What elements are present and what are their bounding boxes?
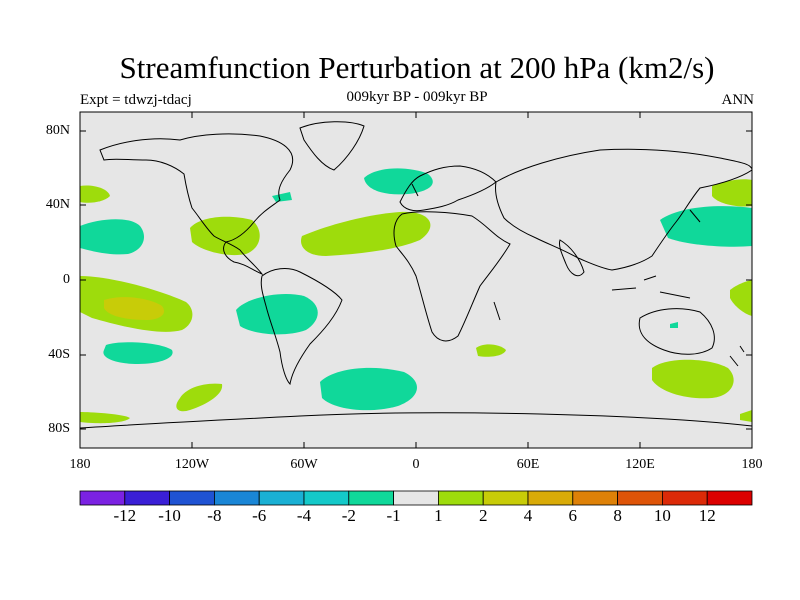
anomaly-region-north-atlantic-high — [364, 168, 433, 195]
colorbar-box-12 — [617, 490, 663, 506]
lon-label-60e: 60E — [516, 457, 540, 472]
lat-label-80s: 80S — [48, 421, 70, 436]
colorbar-label-0: -12 — [113, 506, 137, 525]
lon-label-180w: 180 — [69, 457, 91, 472]
lat-label-40n: 40N — [45, 197, 70, 212]
colorbar-box-9 — [482, 490, 529, 506]
lon-label-120e: 120E — [625, 457, 655, 472]
lon-label-120w: 120W — [174, 457, 210, 472]
colorbar-box-8 — [437, 490, 484, 506]
colorbar-label-11: 8 — [613, 506, 622, 525]
anomaly-region-north-pacific-east — [712, 179, 752, 207]
coast-new-zealand — [729, 345, 745, 367]
lat-label-0: 0 — [63, 272, 70, 287]
colorbar-label-9: 4 — [523, 506, 533, 525]
colorbar-box-5 — [303, 490, 350, 506]
colorbar-box-14 — [706, 490, 753, 506]
colorbar-label-2: -8 — [207, 506, 222, 525]
lat-ticks — [80, 130, 752, 430]
colorbar-label-3: -6 — [252, 506, 267, 525]
colorbar — [79, 490, 753, 506]
anomaly-region-sw-pacific-left — [80, 412, 130, 424]
colorbar-box-0 — [79, 490, 126, 506]
chart-subtitle: 009kyr BP - 009kyr BP — [346, 89, 488, 105]
colorbar-label-7: 1 — [434, 506, 443, 525]
anomaly-region-antarctic-edge — [740, 410, 752, 422]
coast-asia — [495, 148, 752, 271]
anomaly-region-nw-pacific — [660, 206, 752, 247]
anomaly-region-australia-small — [670, 322, 678, 328]
coastlines — [80, 121, 752, 429]
coast-north-america — [99, 133, 294, 276]
colorbar-label-4: -4 — [296, 506, 312, 525]
colorbar-box-3 — [213, 490, 260, 506]
coast-antarctica — [80, 412, 752, 429]
colorbar-label-1: -10 — [158, 506, 181, 525]
anomaly-region-south-atlantic-east — [320, 367, 417, 411]
anomaly-region-north-pacific-west — [80, 185, 110, 203]
coast-india — [559, 239, 585, 277]
colorbar-box-4 — [258, 490, 305, 506]
anomaly-region-greenland-patch — [272, 192, 292, 202]
anomaly-region-south-pacific-east — [652, 359, 734, 399]
coast-australia — [638, 308, 715, 355]
coast-maritime-continent — [611, 275, 691, 299]
colorbar-box-13 — [662, 490, 708, 506]
experiment-label: Expt = tdwzj-tdacj — [80, 92, 192, 108]
coast-africa — [393, 211, 511, 342]
anomaly-region-north-atlantic — [301, 211, 431, 256]
anomaly-region-coral-sea — [730, 280, 752, 316]
colorbar-box-6 — [348, 490, 394, 506]
anomaly-region-south-pacific — [103, 342, 173, 364]
colorbar-label-13: 12 — [698, 506, 716, 525]
coast-japan — [689, 209, 701, 223]
colorbar-box-1 — [124, 490, 171, 506]
anomaly-region-indian-ocean — [476, 344, 506, 357]
lon-label-60w: 60W — [290, 457, 318, 472]
colorbar-box-11 — [572, 490, 618, 506]
colorbar-label-5: -2 — [341, 506, 356, 525]
lat-label-80n: 80N — [45, 123, 70, 138]
colorbar-box-7 — [393, 490, 439, 506]
anomaly-region-gulf — [190, 216, 260, 256]
lon-label-180e: 180 — [741, 457, 763, 472]
colorbar-label-12: 10 — [653, 506, 671, 525]
anomaly-region-se-pacific — [176, 383, 223, 412]
lat-label-40s: 40S — [48, 347, 70, 362]
coast-greenland — [299, 121, 365, 171]
season-label: ANN — [721, 92, 755, 108]
anomaly-region-npac-east — [80, 219, 144, 255]
colorbar-label-8: 2 — [478, 506, 488, 525]
coast-madagascar — [493, 301, 501, 321]
colorbar-label-6: -1 — [386, 506, 401, 525]
colorbar-label-10: 6 — [568, 506, 578, 525]
lon-ticks — [79, 112, 753, 448]
colorbar-box-10 — [527, 490, 574, 506]
anomaly-region-tropical-pacific-core — [104, 297, 165, 320]
coast-south-america — [260, 268, 343, 386]
colorbar-box-2 — [169, 490, 215, 506]
chart-title: Streamfunction Perturbation at 200 hPa (… — [119, 50, 715, 85]
anomaly-region-south-atlantic-west — [236, 293, 318, 335]
lon-label-0: 0 — [412, 457, 420, 472]
coast-uk — [411, 183, 419, 197]
anomaly-contours — [80, 168, 752, 424]
